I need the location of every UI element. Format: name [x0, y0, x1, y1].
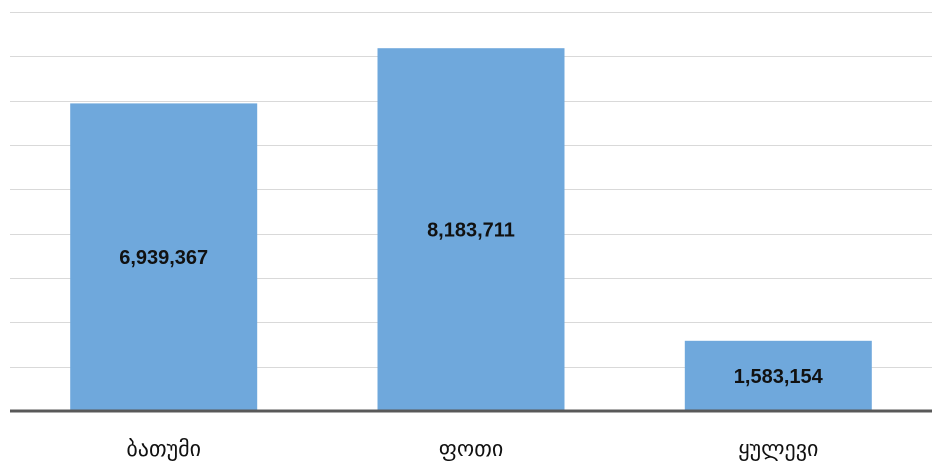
category-label: ყულევი — [738, 437, 818, 462]
category-label: ფოთი — [439, 437, 503, 462]
category-label: ბათუმი — [126, 437, 201, 462]
bar — [377, 48, 565, 411]
data-label: 1,583,154 — [734, 366, 824, 388]
bar — [684, 340, 872, 411]
bar — [70, 103, 258, 412]
bars — [70, 48, 872, 412]
category-labels: ბათუმი ფოთი ყულევი — [126, 437, 818, 462]
data-label: 8,183,711 — [427, 220, 515, 242]
data-labels: 6,939,367 8,183,711 1,583,154 — [119, 220, 823, 388]
data-label: 6,939,367 — [119, 247, 208, 269]
